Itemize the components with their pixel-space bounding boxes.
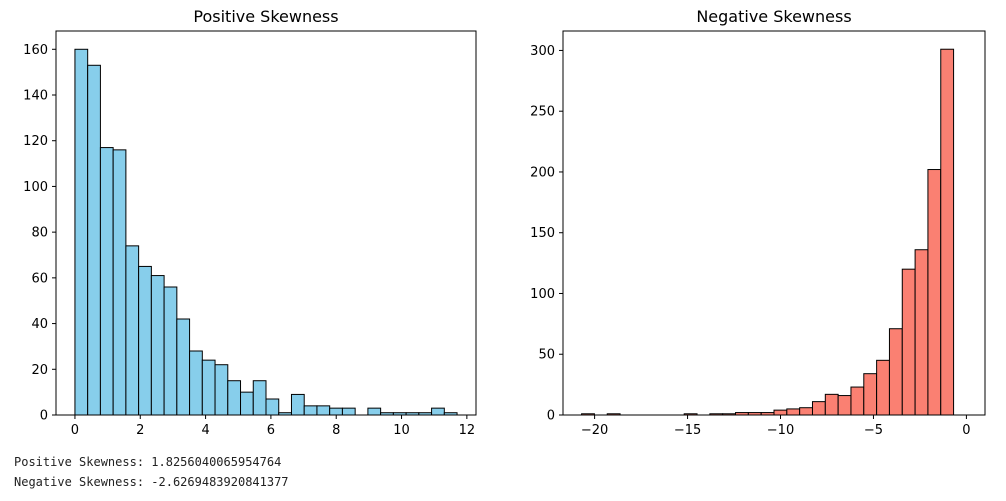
histogram-bar (329, 407, 343, 416)
y-tick-label: 120 (23, 134, 48, 149)
y-tick-label: 200 (530, 165, 555, 180)
y-tick-label: 0 (547, 409, 555, 424)
histogram-bar (189, 350, 203, 416)
x-axis-ticks: −20 −15 −10 −5 0 (581, 415, 971, 438)
plot-frame (55, 30, 477, 416)
x-tick-label: 0 (962, 423, 970, 438)
histogram-bar (799, 407, 813, 416)
y-tick-label: 40 (31, 317, 48, 332)
bars (74, 48, 458, 416)
y-axis-ticks: 0 20 40 60 80 100 120 140 160 (23, 43, 56, 424)
x-tick-label: 0 (71, 423, 79, 438)
x-axis-ticks: 0 2 4 6 8 10 12 (71, 415, 475, 438)
plot-frame (562, 30, 986, 416)
histogram-bar (150, 275, 165, 416)
histogram-bar (138, 265, 152, 416)
histogram-bar (888, 328, 903, 416)
histogram-bar (940, 48, 955, 416)
histogram-bar (112, 149, 127, 416)
histogram-bar (773, 409, 788, 416)
histogram-bar (863, 373, 878, 416)
negative-skewness-histogram: Negative Skewness −20 −15 −10 −5 0 0 50 100 150… (530, 7, 986, 438)
histogram-bar (214, 364, 229, 416)
histogram-bar (87, 64, 101, 416)
x-tick-label: 4 (201, 423, 209, 438)
y-axis-ticks: 0 50 100 150 200 250 300 (530, 44, 563, 424)
y-tick-label: 60 (31, 271, 48, 286)
histogram-bar (227, 380, 242, 416)
histogram-bar (431, 407, 445, 416)
histogram-bar (163, 286, 178, 416)
y-tick-label: 160 (23, 43, 48, 58)
x-tick-label: 8 (332, 423, 340, 438)
histogram-bar (927, 169, 942, 416)
x-tick-label: −5 (864, 423, 883, 438)
y-tick-label: 250 (530, 105, 555, 120)
positive-skewness-histogram: Positive Skewness 0 2 4 6 8 10 12 0 20 40 60 80 100… (23, 7, 477, 438)
x-tick-label: −20 (581, 423, 608, 438)
histogram-bar (811, 401, 826, 416)
x-tick-label: 6 (267, 423, 275, 438)
y-tick-label: 20 (31, 363, 48, 378)
histogram-bar (341, 407, 356, 416)
figure: Positive Skewness 0 2 4 6 8 10 12 0 20 40 60 80 100… (23, 7, 986, 438)
histogram-bar (125, 245, 140, 416)
histogram-bar (914, 249, 929, 416)
x-tick-label: 12 (459, 423, 476, 438)
histogram-bar (290, 393, 305, 416)
chart-title: Positive Skewness (193, 7, 338, 26)
histogram-bar (240, 391, 254, 416)
y-tick-label: 100 (23, 180, 48, 195)
y-tick-label: 300 (530, 44, 555, 59)
histogram-bar (786, 408, 801, 416)
histogram-bar (837, 395, 852, 416)
output-line-positive: Positive Skewness: 1.8256040065954764 (14, 455, 282, 469)
y-tick-label: 140 (23, 89, 48, 104)
x-tick-label: −10 (767, 423, 794, 438)
y-tick-label: 150 (530, 226, 555, 241)
histogram-bar (850, 386, 865, 416)
y-tick-label: 0 (40, 409, 48, 424)
x-tick-label: 2 (136, 423, 144, 438)
x-tick-label: 10 (393, 423, 410, 438)
chart-title: Negative Skewness (696, 7, 851, 26)
y-tick-label: 80 (31, 226, 48, 241)
histogram-bar (265, 398, 280, 416)
histogram-bar (303, 405, 318, 416)
histogram-bar (176, 318, 191, 416)
histogram-bar (252, 380, 267, 416)
histogram-bar (316, 405, 331, 416)
histogram-bar (901, 268, 916, 416)
bars (581, 48, 955, 416)
y-tick-label: 100 (530, 287, 555, 302)
histogram-bar (201, 359, 216, 416)
histogram-bar (876, 359, 890, 416)
output-line-negative: Negative Skewness: -2.6269483920841377 (14, 475, 289, 489)
histogram-bar (99, 147, 114, 416)
x-tick-label: −15 (674, 423, 701, 438)
histogram-bar (74, 48, 89, 416)
histogram-bar (824, 393, 839, 416)
y-tick-label: 50 (538, 348, 555, 363)
histogram-bar (367, 407, 382, 416)
